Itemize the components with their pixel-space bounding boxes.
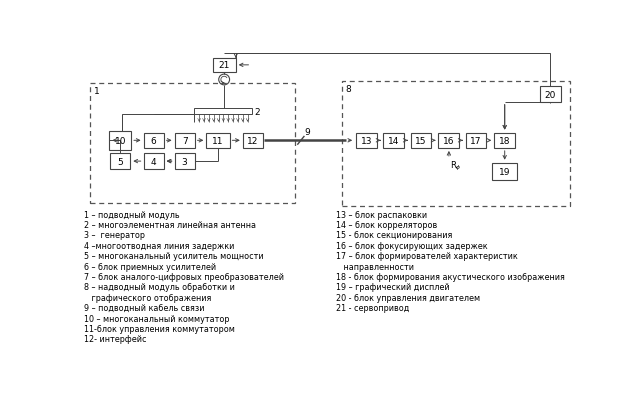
Text: 5: 5 [117, 157, 123, 166]
Text: 2: 2 [255, 107, 260, 116]
Text: 3: 3 [182, 157, 188, 166]
Text: 13: 13 [361, 136, 372, 145]
Text: 19 – графический дисплей: 19 – графический дисплей [336, 282, 449, 292]
Bar [110, 154, 131, 169]
Text: 21: 21 [218, 61, 230, 70]
Text: 16 – блок фокусирующих задержек: 16 – блок фокусирующих задержек [336, 241, 488, 250]
Text: 2 – многоэлементная линейная антенна: 2 – многоэлементная линейная антенна [84, 221, 256, 230]
Bar [410, 133, 431, 149]
Text: 12: 12 [247, 136, 259, 145]
Text: 1: 1 [94, 86, 100, 95]
Text: графического отображения: графического отображения [84, 293, 211, 302]
Bar [342, 82, 570, 206]
Text: 13 – блок распаковки: 13 – блок распаковки [336, 210, 427, 219]
Bar [465, 133, 486, 149]
Text: 7 – блок аналого-цифровых преобразователей: 7 – блок аналого-цифровых преобразовател… [84, 272, 284, 281]
Bar [494, 133, 515, 149]
Text: 9: 9 [305, 128, 310, 137]
Text: 17: 17 [470, 136, 482, 145]
Text: 19: 19 [499, 167, 511, 176]
Text: 14: 14 [388, 136, 399, 145]
Text: 14 – блок корреляторов: 14 – блок корреляторов [336, 221, 437, 230]
Text: 15 - блок секционирования: 15 - блок секционирования [336, 231, 452, 240]
Text: 10: 10 [115, 136, 126, 145]
Text: 18: 18 [499, 136, 511, 145]
Text: 6 – блок приемных усилителей: 6 – блок приемных усилителей [84, 262, 216, 271]
Text: 3 –  генератор: 3 – генератор [84, 231, 145, 240]
Text: 11: 11 [212, 136, 224, 145]
Bar [438, 133, 460, 149]
Bar [90, 83, 296, 203]
Bar [492, 163, 517, 180]
Text: 20 - блок управления двигателем: 20 - блок управления двигателем [336, 293, 480, 302]
Bar [206, 133, 230, 149]
Bar [195, 109, 252, 115]
Bar [143, 133, 164, 149]
Bar [109, 132, 131, 150]
Bar [175, 133, 195, 149]
Text: 1 – подводный модуль: 1 – подводный модуль [84, 210, 179, 219]
Text: 18 - блок формирования акустического изображения: 18 - блок формирования акустического изо… [336, 272, 564, 281]
Text: 6: 6 [151, 136, 157, 145]
Text: 12- интерфейс: 12- интерфейс [84, 335, 147, 344]
Bar [356, 133, 377, 149]
Text: 21 - сервопривод: 21 - сервопривод [336, 304, 409, 312]
Text: 8 – надводный модуль обработки и: 8 – надводный модуль обработки и [84, 282, 235, 292]
Bar [175, 154, 195, 169]
Bar [243, 133, 263, 149]
Text: 5 – многоканальный усилитель мощности: 5 – многоканальный усилитель мощности [84, 252, 264, 261]
Text: 10 – многоканальный коммутатор: 10 – многоканальный коммутатор [84, 314, 229, 323]
Bar [212, 59, 236, 73]
Text: 9 – подводный кабель связи: 9 – подводный кабель связи [84, 304, 204, 312]
Text: 20: 20 [545, 90, 556, 100]
Text: 7: 7 [182, 136, 188, 145]
Text: 11-блок управления коммутатором: 11-блок управления коммутатором [84, 324, 235, 333]
Text: 8: 8 [346, 85, 351, 94]
Bar [143, 154, 164, 169]
Text: R$_{\phi}$: R$_{\phi}$ [451, 159, 462, 173]
Text: 17 – блок формирователей характеристик: 17 – блок формирователей характеристик [336, 252, 518, 261]
Bar [383, 133, 404, 149]
Text: 16: 16 [443, 136, 454, 145]
Text: 15: 15 [415, 136, 427, 145]
Bar [540, 87, 561, 102]
Text: 4: 4 [151, 157, 156, 166]
Text: 4 –многоотводная линия задержки: 4 –многоотводная линия задержки [84, 241, 234, 250]
Text: направленности: направленности [336, 262, 413, 271]
